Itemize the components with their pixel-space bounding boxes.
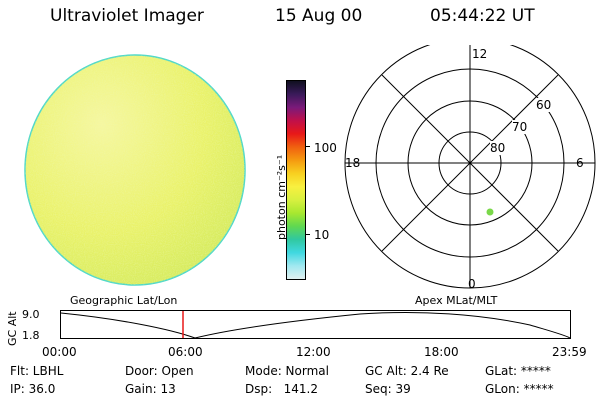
colorbar — [286, 80, 306, 280]
xtick-1800: 18:00 — [424, 345, 459, 359]
info-door: Door: Open — [125, 364, 194, 378]
info-glat: GLat: ***** — [485, 364, 551, 378]
timeline-ytick-bottom: 1.8 — [22, 329, 40, 342]
timeline-ytick-top: 9.0 — [22, 308, 40, 321]
polar-label-left: 18 — [345, 156, 361, 170]
timeline-left-label: Geographic Lat/Lon — [70, 294, 178, 307]
polar-label-right: 6 — [576, 156, 584, 170]
info-flt: Flt: LBHL — [10, 364, 64, 378]
image-date: 15 Aug 00 — [275, 6, 363, 26]
altitude-timeline — [60, 310, 571, 339]
timeline-axis-label: GC Alt — [6, 311, 19, 346]
info-gain: Gain: 13 — [125, 382, 176, 396]
xtick-2359: 23:59 — [552, 345, 587, 359]
colorbar-tick-100: 100 — [314, 141, 337, 155]
info-mode: Mode: Normal — [245, 364, 329, 378]
info-glon: GLon: ***** — [485, 382, 554, 396]
timeline-right-label: Apex MLat/MLT — [415, 294, 498, 307]
polar-plot — [344, 45, 596, 289]
info-dsp: Dsp: 141.2 — [245, 382, 318, 396]
xtick-0000: 00:00 — [42, 345, 77, 359]
colorbar-label: photon cm⁻²s⁻¹ — [275, 154, 288, 240]
polar-ring-60: 60 — [536, 98, 552, 112]
app-title: Ultraviolet Imager — [50, 6, 204, 26]
image-time: 05:44:22 UT — [430, 6, 535, 26]
polar-ring-70: 70 — [512, 120, 528, 134]
xtick-1200: 12:00 — [296, 345, 331, 359]
xtick-0600: 06:00 — [168, 345, 203, 359]
info-seq: Seq: 39 — [365, 382, 411, 396]
polar-label-bottom: 0 — [468, 277, 476, 291]
info-gcalt: GC Alt: 2.4 Re — [365, 364, 449, 378]
subsolar-point — [486, 208, 494, 216]
colorbar-tick-10: 10 — [314, 228, 330, 242]
polar-ring-80: 80 — [490, 141, 506, 155]
polar-label-top: 12 — [472, 47, 488, 61]
info-ip: IP: 36.0 — [10, 382, 56, 396]
